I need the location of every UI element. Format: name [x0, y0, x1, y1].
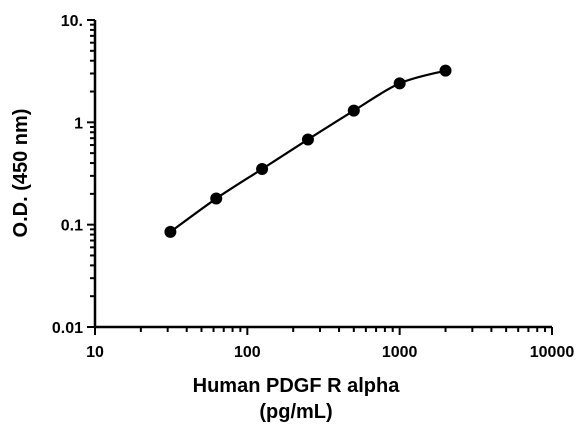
data-point — [301, 133, 314, 146]
fit-curve — [169, 69, 446, 233]
tick-labels: 10 100 1000 10000 0.01 0.1 1 10. — [52, 13, 574, 361]
y-tick-label: 10. — [61, 13, 83, 30]
x-tick-label: 100 — [234, 344, 261, 361]
ticks — [87, 19, 553, 335]
data-points — [164, 64, 452, 238]
y-tick-label: 1 — [74, 115, 83, 132]
data-point — [256, 162, 269, 175]
x-tick-label: 10000 — [530, 344, 575, 361]
data-point — [164, 225, 177, 238]
fit-curve-group — [169, 69, 446, 233]
data-point — [393, 77, 406, 90]
data-point — [439, 64, 452, 77]
y-tick-label: 0.1 — [61, 218, 83, 235]
x-axis-title-line-1: Human PDGF R alpha — [193, 375, 401, 397]
y-tick-label: 0.01 — [52, 320, 83, 337]
x-tick-label: 10 — [86, 344, 104, 361]
data-point — [347, 104, 360, 117]
x-axis-title-line-2: (pg/mL) — [259, 401, 332, 423]
y-axis-title: O.D. (450 nm) — [10, 109, 32, 238]
data-point — [210, 192, 223, 205]
x-tick-label: 1000 — [382, 344, 418, 361]
axes — [93, 20, 552, 329]
